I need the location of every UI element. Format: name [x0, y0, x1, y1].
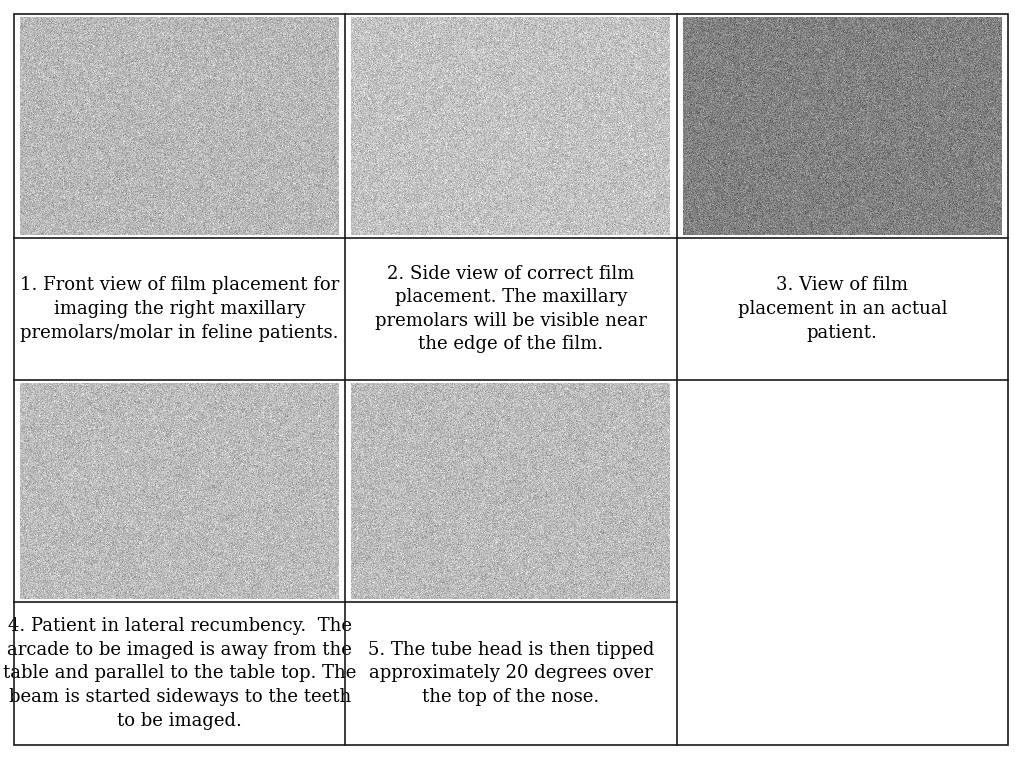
Text: 4. Patient in lateral recumbency.  The
arcade to be imaged is away from the
tabl: 4. Patient in lateral recumbency. The ar… — [3, 617, 357, 729]
Text: 3. View of film
placement in an actual
patient.: 3. View of film placement in an actual p… — [738, 276, 947, 342]
Text: 2. Side view of correct film
placement. The maxillary
premolars will be visible : 2. Side view of correct film placement. … — [375, 265, 647, 354]
Text: 1. Front view of film placement for
imaging the right maxillary
premolars/molar : 1. Front view of film placement for imag… — [20, 276, 339, 342]
Bar — [677, 380, 1008, 745]
Text: 5. The tube head is then tipped
approximately 20 degrees over
the top of the nos: 5. The tube head is then tipped approxim… — [368, 641, 654, 706]
